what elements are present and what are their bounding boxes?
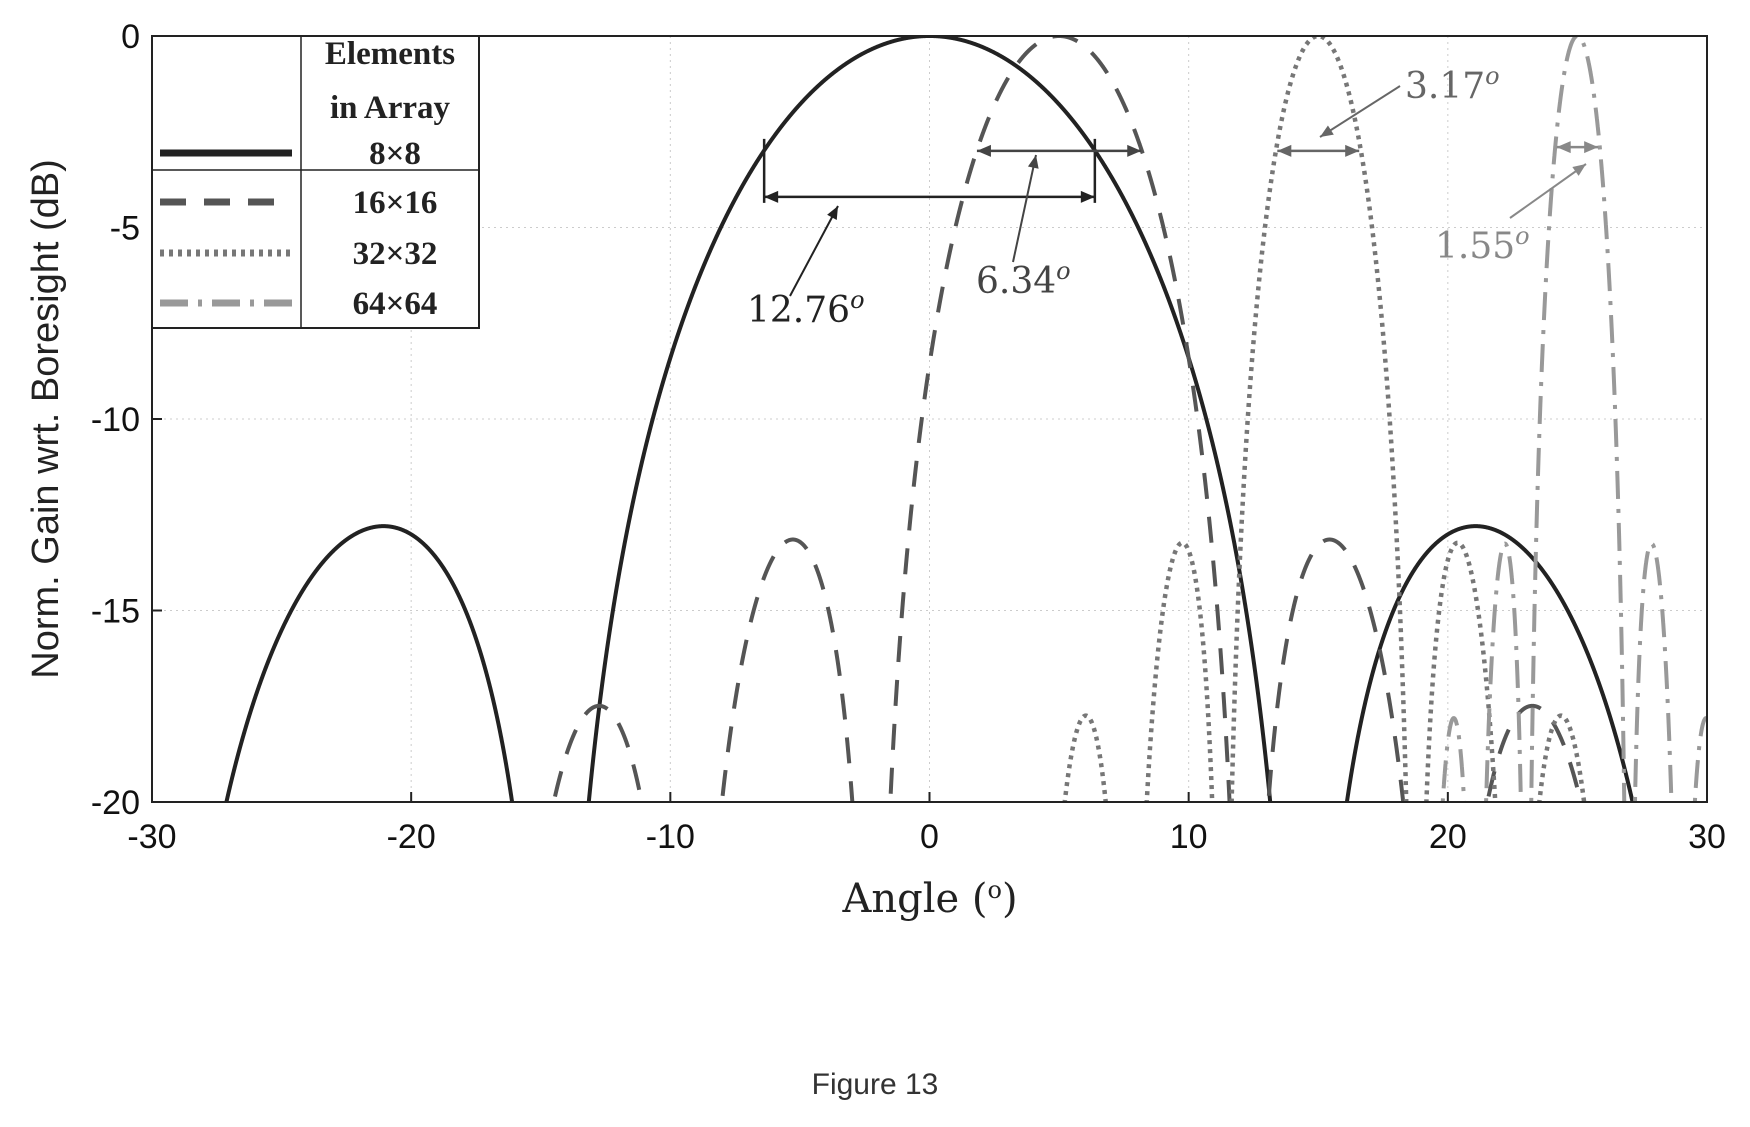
width-label: 12.76o: [747, 286, 865, 331]
pointer-head: [1027, 155, 1039, 169]
y-axis-label: Norm. Gain wrt. Boresight (dB): [25, 159, 67, 678]
legend-entry-8: 8×8: [369, 136, 421, 172]
width-annotation-1: 12.76o: [747, 138, 1097, 331]
width-label: 6.34o: [976, 257, 1071, 302]
pointer-head: [1572, 164, 1586, 176]
width-annotation-2: 6.34o: [976, 144, 1142, 302]
series-curve-16: [551, 36, 1583, 802]
arrow-head: [1584, 141, 1599, 154]
x-tick-label: 20: [1429, 818, 1467, 856]
y-tick-label: -5: [110, 210, 140, 248]
arrow-head: [1556, 141, 1571, 154]
legend-entry-32: 32×32: [353, 236, 438, 272]
x-tick-label: -10: [646, 818, 695, 856]
axis-ticks: -30 -20 -10 0 10 20 300-5-10-15-20: [91, 18, 1726, 856]
legend: Elements in Array 8×8 16×16 32×32 64×64: [151, 35, 480, 329]
arrow-head: [1345, 144, 1360, 157]
y-tick-label: 0: [121, 18, 140, 56]
legend-box: [151, 35, 480, 329]
series-curve-8: [224, 36, 1635, 802]
arrow-head: [1277, 144, 1292, 157]
y-tick-label: -20: [91, 784, 140, 822]
width-label: 1.55o: [1435, 222, 1530, 267]
x-tick-label: 0: [920, 818, 939, 856]
x-tick-label: -30: [127, 818, 176, 856]
legend-header-line1: Elements: [325, 36, 455, 72]
pointer-line: [789, 205, 839, 297]
x-tick-label: 30: [1688, 818, 1726, 856]
arrow-head: [976, 144, 991, 157]
y-tick-label: -15: [91, 593, 140, 631]
x-tick-label: -20: [387, 818, 436, 856]
pointer-line: [1012, 154, 1037, 263]
legend-header-line2: in Array: [330, 90, 451, 126]
pointer-head: [827, 206, 838, 220]
pointer-line: [1319, 85, 1401, 138]
x-tick-label: 10: [1170, 818, 1208, 856]
width-annotation-3: 3.17o: [1277, 62, 1500, 157]
y-tick-label: -10: [91, 401, 140, 439]
series-curve-32: [1062, 36, 1587, 802]
arrow-head: [1127, 144, 1142, 157]
arrow-head: [764, 190, 779, 203]
figure-caption: Figure 13: [811, 1068, 939, 1101]
annotations: 12.76o 6.34o 3.17o 1.55o: [747, 62, 1599, 331]
pointer-line: [1509, 163, 1587, 219]
legend-entry-16: 16×16: [353, 185, 438, 221]
arrow-head: [1080, 190, 1095, 203]
legend-entry-64: 64×64: [353, 286, 438, 322]
pointer-head: [1320, 125, 1334, 137]
width-annotation-4: 1.55o: [1435, 141, 1599, 267]
series-curve-64: [1440, 36, 1707, 802]
width-label: 3.17o: [1405, 62, 1500, 107]
x-axis-label: Angle (o): [841, 876, 1017, 922]
